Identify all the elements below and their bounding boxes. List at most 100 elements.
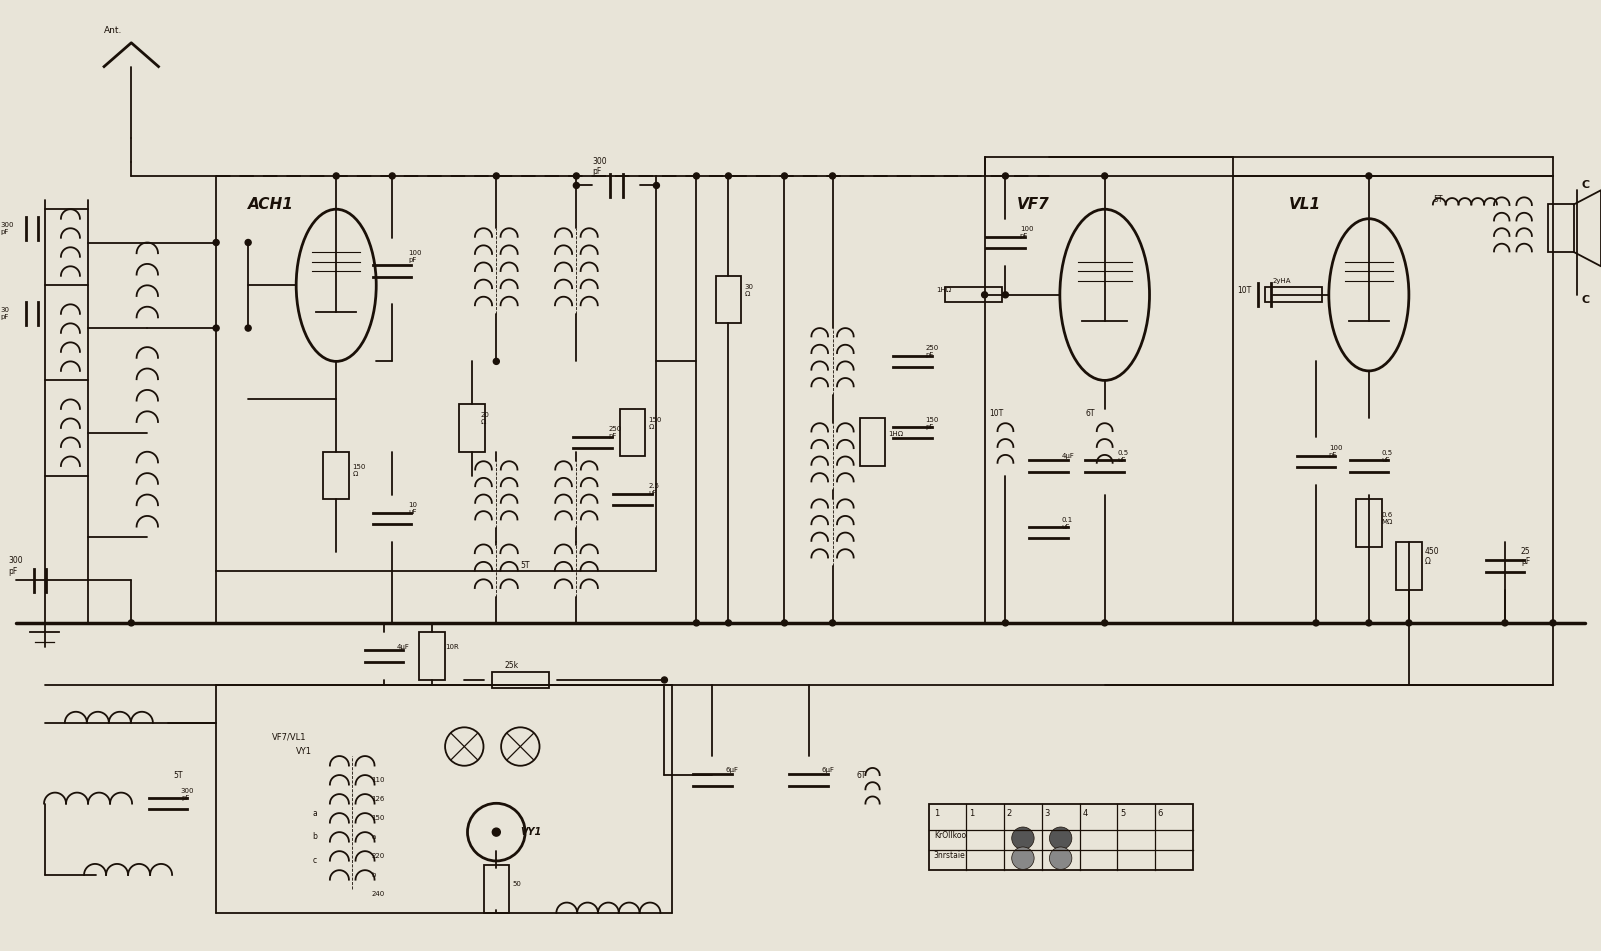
- Text: 150
Ω: 150 Ω: [648, 417, 661, 430]
- Circle shape: [1002, 292, 1009, 298]
- Circle shape: [693, 173, 700, 179]
- Text: 2.5
uF: 2.5 uF: [648, 483, 660, 496]
- Bar: [945, 287, 1002, 302]
- Text: C: C: [1582, 295, 1590, 304]
- Text: 6T: 6T: [857, 770, 866, 780]
- Text: 10
uF: 10 uF: [408, 502, 418, 515]
- Text: 220: 220: [371, 853, 384, 859]
- Circle shape: [1012, 827, 1034, 849]
- Circle shape: [1101, 173, 1108, 179]
- Text: 0.5
uF: 0.5 uF: [1117, 450, 1129, 463]
- Text: 10T: 10T: [1238, 285, 1252, 295]
- Text: 2: 2: [1007, 808, 1012, 818]
- Text: c: c: [312, 856, 317, 865]
- Text: 0.1
uF: 0.1 uF: [1061, 516, 1073, 530]
- Text: 10T: 10T: [989, 409, 1004, 418]
- Circle shape: [245, 325, 251, 331]
- Circle shape: [981, 292, 988, 298]
- Circle shape: [128, 620, 134, 626]
- Text: C: C: [1582, 181, 1590, 190]
- Circle shape: [1313, 620, 1319, 626]
- Text: 250
pF: 250 pF: [925, 345, 938, 359]
- Text: 6: 6: [1158, 808, 1162, 818]
- Text: VY1: VY1: [520, 827, 541, 837]
- Text: 1: 1: [969, 808, 975, 818]
- Text: 300
pF: 300 pF: [592, 157, 607, 176]
- Bar: [419, 632, 445, 680]
- Text: 150
Ω: 150 Ω: [352, 464, 365, 477]
- Text: 4μF: 4μF: [1061, 454, 1074, 459]
- Circle shape: [661, 677, 668, 683]
- Bar: [1396, 542, 1422, 590]
- Text: 6μF: 6μF: [725, 767, 738, 773]
- Text: Ant.: Ant.: [104, 26, 122, 35]
- Circle shape: [493, 173, 500, 179]
- Circle shape: [213, 240, 219, 245]
- Bar: [929, 804, 1193, 870]
- Text: 6T: 6T: [1085, 409, 1095, 418]
- Circle shape: [1502, 620, 1508, 626]
- Text: 0.5
uF: 0.5 uF: [1382, 450, 1393, 463]
- Text: 100
pF: 100 pF: [408, 250, 421, 263]
- Bar: [620, 409, 645, 456]
- Text: 1HΩ: 1HΩ: [937, 287, 951, 293]
- Circle shape: [781, 173, 788, 179]
- Bar: [860, 418, 885, 466]
- Text: 150: 150: [371, 815, 384, 821]
- Text: 6μF: 6μF: [821, 767, 834, 773]
- Circle shape: [493, 828, 500, 836]
- Text: 240: 240: [371, 891, 384, 897]
- Text: 25k: 25k: [504, 661, 519, 670]
- Text: ACH1: ACH1: [248, 197, 295, 212]
- Text: KrÖllkoo: KrÖllkoo: [933, 831, 965, 841]
- Text: VY1: VY1: [296, 747, 312, 756]
- Bar: [323, 452, 349, 499]
- Text: 450
Ω: 450 Ω: [1425, 547, 1439, 566]
- Text: 150
pF: 150 pF: [925, 417, 938, 430]
- Circle shape: [725, 173, 732, 179]
- Text: 2yHA: 2yHA: [1273, 278, 1292, 283]
- Text: 5T: 5T: [173, 770, 183, 780]
- Text: b: b: [312, 832, 317, 842]
- Circle shape: [573, 173, 580, 179]
- Circle shape: [829, 620, 836, 626]
- Text: a: a: [371, 834, 376, 840]
- Text: 300
pF: 300 pF: [8, 556, 22, 575]
- Text: 10R: 10R: [445, 644, 459, 650]
- Circle shape: [725, 620, 732, 626]
- Circle shape: [1002, 173, 1009, 179]
- Circle shape: [493, 359, 500, 364]
- Circle shape: [1002, 620, 1009, 626]
- Text: a: a: [312, 808, 317, 818]
- Circle shape: [693, 620, 700, 626]
- Text: VL1: VL1: [1289, 197, 1321, 212]
- Circle shape: [1406, 620, 1412, 626]
- Text: 1: 1: [933, 808, 940, 818]
- Text: 0.6
MΩ: 0.6 MΩ: [1382, 512, 1393, 525]
- Circle shape: [245, 240, 251, 245]
- Circle shape: [1012, 847, 1034, 869]
- Text: 3: 3: [1044, 808, 1050, 818]
- Text: 300
pF: 300 pF: [181, 787, 194, 801]
- Circle shape: [213, 325, 219, 331]
- Circle shape: [1550, 620, 1556, 626]
- Text: 30
Ω: 30 Ω: [744, 283, 754, 297]
- Text: 250
pF: 250 pF: [608, 426, 621, 439]
- Text: 1HΩ: 1HΩ: [889, 431, 903, 437]
- Text: 126: 126: [371, 796, 384, 802]
- Text: 300
pF: 300 pF: [0, 222, 13, 235]
- Text: 50: 50: [512, 882, 522, 887]
- Text: 4: 4: [1082, 808, 1087, 818]
- Text: 25
μF: 25 μF: [1521, 547, 1531, 566]
- Bar: [484, 865, 509, 913]
- Bar: [1548, 204, 1574, 252]
- Text: b: b: [371, 872, 376, 878]
- Circle shape: [333, 173, 339, 179]
- Text: VF7: VF7: [1017, 197, 1049, 212]
- Circle shape: [1049, 847, 1073, 869]
- Text: 20
Ω: 20 Ω: [480, 412, 490, 425]
- Circle shape: [1366, 620, 1372, 626]
- Circle shape: [1366, 173, 1372, 179]
- Circle shape: [653, 183, 660, 188]
- Text: 5T: 5T: [520, 561, 530, 571]
